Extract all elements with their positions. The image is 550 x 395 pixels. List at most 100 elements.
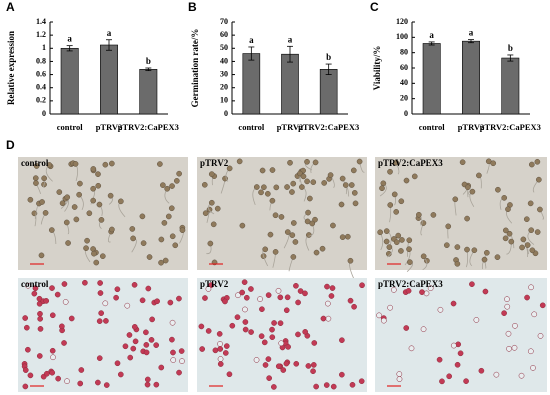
pollen-grain bbox=[275, 287, 282, 294]
pollen-grain bbox=[253, 184, 260, 190]
y-tick-label: 40 bbox=[220, 56, 228, 65]
pollen-grain bbox=[403, 177, 410, 184]
y-axis-label: Viability/% bbox=[372, 46, 382, 91]
micrograph bbox=[375, 278, 547, 392]
pollen-grain bbox=[283, 307, 290, 314]
significance-letter: b bbox=[146, 56, 151, 66]
pollen-grain bbox=[339, 234, 346, 241]
pollen-grain bbox=[162, 257, 169, 264]
bar bbox=[60, 47, 79, 115]
pollen-grain bbox=[450, 300, 457, 307]
pollen-grain bbox=[68, 315, 75, 322]
pollen-grain bbox=[210, 221, 217, 228]
pollen-grain bbox=[55, 375, 62, 382]
pollen-grain bbox=[27, 372, 34, 379]
pollen-grain bbox=[158, 364, 165, 371]
pollen-grain bbox=[380, 317, 387, 324]
y-tick-label: 0 bbox=[224, 109, 228, 118]
micrograph bbox=[18, 278, 188, 392]
pollen-grain bbox=[153, 381, 160, 388]
y-tick-label: 0 bbox=[404, 109, 408, 118]
pollen-grain bbox=[258, 189, 264, 196]
pollen-grain bbox=[379, 185, 385, 192]
pollen-grain bbox=[349, 381, 356, 388]
bar bbox=[281, 53, 299, 115]
pollen-grain bbox=[289, 189, 295, 195]
pollen-grain bbox=[535, 176, 542, 183]
pollen-grain bbox=[99, 253, 106, 260]
pollen-grain bbox=[62, 299, 69, 305]
pollen-grain bbox=[437, 306, 444, 313]
pollen-grain bbox=[160, 182, 166, 188]
pollen-grain bbox=[267, 231, 274, 238]
pollen-grain bbox=[277, 320, 284, 327]
pollen-grain bbox=[495, 186, 501, 193]
pollen-grain bbox=[501, 194, 508, 201]
pollen-grain bbox=[76, 191, 82, 198]
pollen-grain bbox=[393, 239, 400, 246]
bar bbox=[422, 43, 441, 115]
pollen-grain bbox=[505, 330, 512, 337]
pollen-grain bbox=[248, 286, 254, 292]
pollen-grain bbox=[235, 292, 241, 299]
pollen-grain bbox=[537, 206, 543, 213]
pollen-grain bbox=[103, 318, 109, 324]
pollen-grain bbox=[139, 297, 146, 304]
image-background bbox=[375, 278, 547, 392]
y-tick-label: 1.2 bbox=[36, 30, 46, 39]
pollen-grain bbox=[205, 328, 212, 334]
image-label: control bbox=[21, 279, 49, 289]
pollen-grain bbox=[95, 379, 101, 386]
pollen-grain bbox=[325, 315, 332, 322]
pollen-grain bbox=[272, 249, 279, 255]
pollen-grain bbox=[77, 380, 84, 387]
y-tick-label: 0.8 bbox=[36, 56, 46, 65]
pollen-grain bbox=[271, 384, 277, 390]
error-bar bbox=[106, 39, 112, 51]
pollen-grain bbox=[33, 180, 39, 186]
pollen-grain bbox=[222, 298, 228, 305]
pollen-grain bbox=[176, 369, 182, 376]
pollen-grain bbox=[347, 257, 354, 264]
pollen-grain bbox=[275, 363, 282, 370]
pollen-grain bbox=[277, 294, 284, 301]
pollen-grain bbox=[387, 202, 394, 208]
y-tick-label: 1 bbox=[42, 43, 46, 52]
pollen-grain bbox=[199, 346, 206, 352]
pollen-grain bbox=[530, 365, 536, 371]
pollen-grain bbox=[273, 184, 280, 191]
pollen-grain bbox=[77, 180, 83, 187]
pollen-grain bbox=[59, 200, 66, 207]
pollen-grain bbox=[338, 201, 345, 208]
pollen-grain bbox=[226, 165, 233, 172]
pollen-grain bbox=[25, 282, 31, 289]
pollen-grain bbox=[416, 211, 422, 218]
pollen-grain bbox=[452, 196, 459, 203]
pollen-grain bbox=[457, 350, 464, 357]
pollen-grain bbox=[202, 295, 208, 301]
pollen-grain bbox=[140, 240, 147, 247]
pollen-grain bbox=[305, 209, 311, 216]
pollen-grain bbox=[377, 229, 384, 236]
pollen-grain bbox=[37, 326, 44, 332]
pollen-grain bbox=[339, 337, 345, 344]
pollen-grain bbox=[168, 205, 175, 212]
image-label: pTRV2:CaPEX3 bbox=[378, 158, 443, 168]
pollen-grain bbox=[528, 227, 535, 234]
pollen-grain bbox=[261, 184, 267, 191]
pollen-grain bbox=[143, 329, 149, 336]
pollen-grain bbox=[283, 360, 290, 367]
y-tick-label: 50 bbox=[220, 43, 228, 52]
pollen-grain bbox=[170, 357, 177, 363]
significance-letter: a bbox=[469, 28, 474, 38]
pollen-grain bbox=[56, 189, 63, 195]
x-tick-label: pTRV2 bbox=[277, 122, 304, 132]
pollen-grain bbox=[330, 383, 337, 390]
bar bbox=[100, 44, 118, 115]
pollen-grain bbox=[307, 195, 313, 202]
pollen-grain bbox=[398, 248, 404, 254]
pollen-grain bbox=[420, 220, 427, 226]
pollen-grain bbox=[239, 222, 246, 229]
pollen-grain bbox=[502, 235, 509, 242]
pollen-grain bbox=[383, 228, 390, 234]
